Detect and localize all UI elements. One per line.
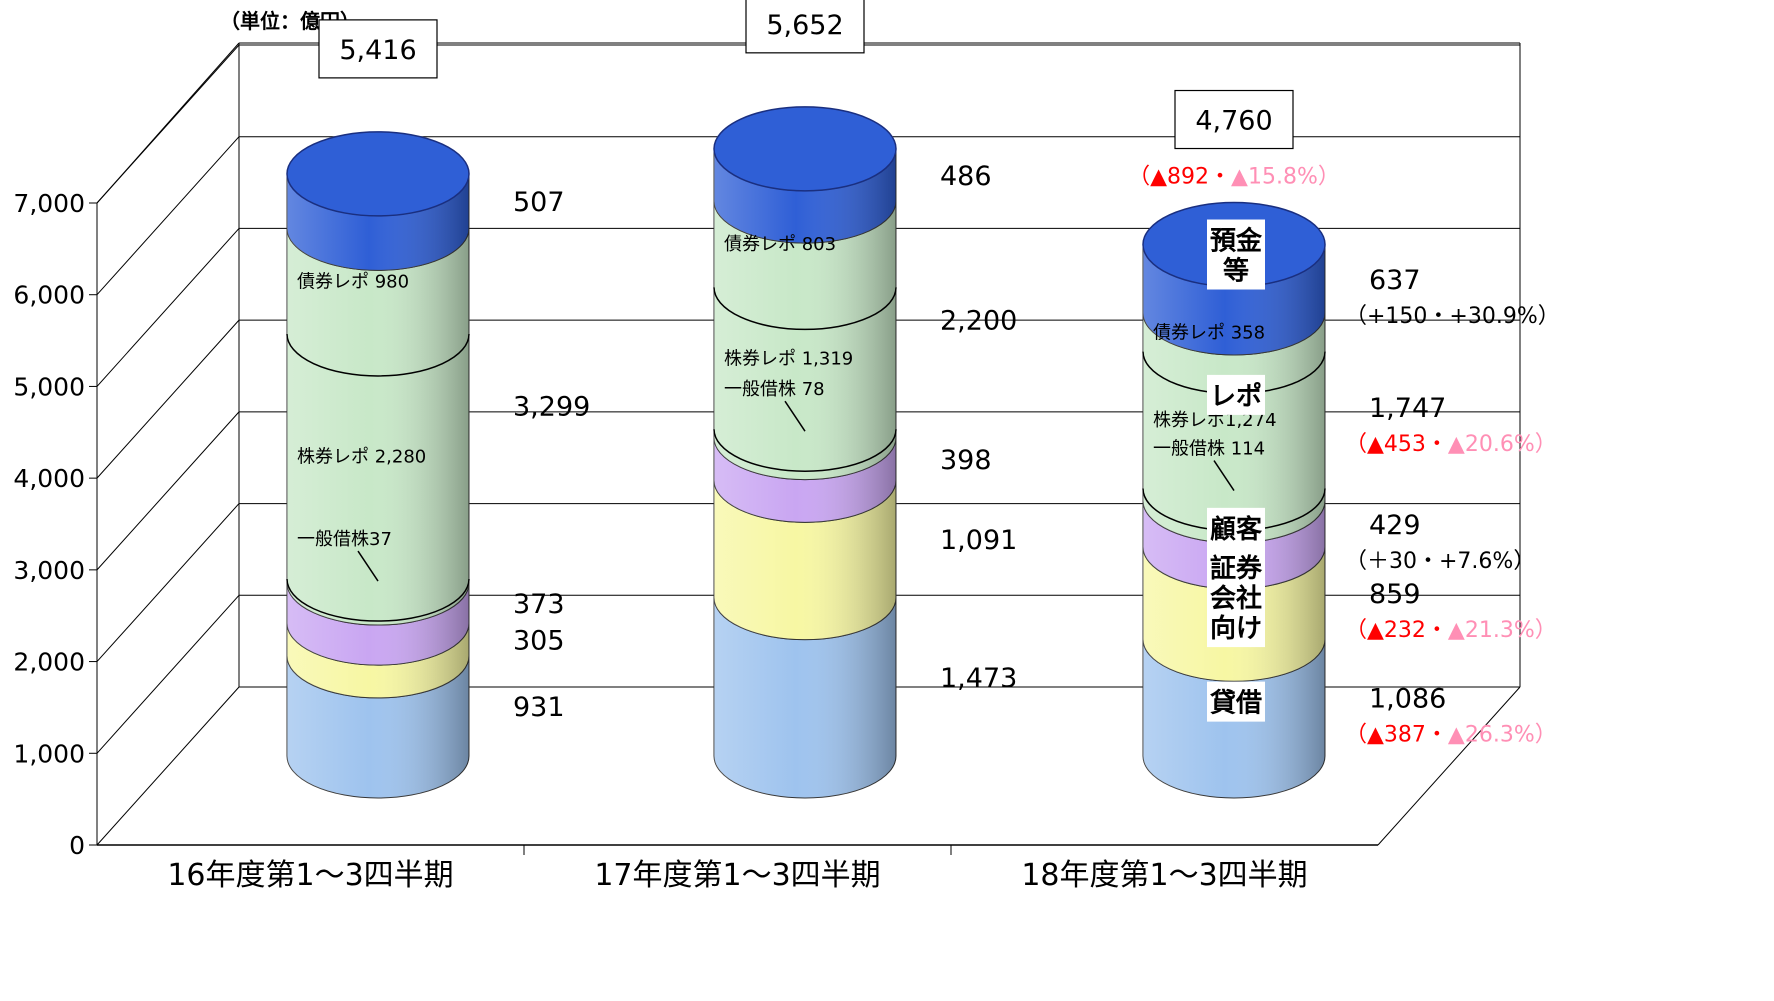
y-tick-label: 2,000 xyxy=(13,648,85,677)
side-gridline xyxy=(96,228,240,387)
segment-kashishaku-shade xyxy=(714,597,896,798)
x-tick-label: 17年度第1～3四半期 xyxy=(594,858,880,893)
pointer-arrow xyxy=(1213,460,1235,491)
value-label-shoken: 305 xyxy=(513,626,565,657)
y-tick-label: 4,000 xyxy=(13,464,85,493)
total-box xyxy=(1174,89,1294,150)
segment-yokin-shade xyxy=(287,173,469,271)
pointer-arrow xyxy=(357,550,379,582)
value-label-kashishaku: 1,086 xyxy=(1369,684,1446,715)
segment-yokin-shade xyxy=(714,148,896,244)
y-tick-label: 0 xyxy=(69,831,85,860)
value-label-shoken: 859 xyxy=(1369,579,1421,610)
legend-label-shoken: 会社 xyxy=(1210,583,1262,614)
value-label-repo: 2,200 xyxy=(940,305,1017,336)
total-change: （▲892・▲15.8%） xyxy=(1128,165,1340,190)
y-tick-label: 5,000 xyxy=(13,372,85,401)
cylinder-2 xyxy=(713,106,897,799)
floor-right-edge xyxy=(1377,686,1521,846)
legend-box-kokyaku xyxy=(1207,507,1265,548)
x-tick-label: 16年度第1～3四半期 xyxy=(167,858,453,893)
value-label-shoken: 1,091 xyxy=(940,525,1017,556)
side-gridline xyxy=(96,136,240,296)
sub-segment-label: 債券レポ 803 xyxy=(724,234,836,255)
side-gridline xyxy=(96,686,240,846)
value-labels: 5,416 5,652 4,760 （▲892・▲15.8%） 931 1,473 1,08… xyxy=(297,0,1560,748)
side-gridline xyxy=(96,411,240,571)
pointer-arrow xyxy=(784,400,806,432)
side-gridline xyxy=(96,594,240,754)
value-label-kokyaku: 398 xyxy=(940,445,992,476)
legend-box-kashishaku xyxy=(1207,681,1265,722)
total-label: 4,760 xyxy=(1195,106,1272,137)
sub-segment-label: 株券レポ1,274 xyxy=(1153,410,1277,431)
y-tick-label: 7,000 xyxy=(13,189,85,218)
sub-segment-label: 一般借株 78 xyxy=(724,379,825,400)
segment-shoken-shade xyxy=(714,480,896,640)
total-box xyxy=(745,0,865,54)
segment-yokin-shade xyxy=(1143,244,1325,355)
legend-label-kokyaku: 顧客 xyxy=(1210,514,1263,545)
x-tick-label: 18年度第1～3四半期 xyxy=(1021,858,1307,893)
change-label-kokyaku: （＋30・+7.6%） xyxy=(1345,549,1535,574)
sub-segment-boundary xyxy=(286,333,470,377)
sub-segment-label: 債券レポ 358 xyxy=(1153,322,1265,343)
value-label-repo: 1,747 xyxy=(1369,393,1446,424)
y-tick-label: 3,000 xyxy=(13,556,85,585)
sub-segment-label: 一般借株 114 xyxy=(1153,439,1265,460)
legend-label-kashishaku: 貸借 xyxy=(1209,688,1262,719)
change-label-repo: （▲453・▲20.6%） xyxy=(1345,432,1557,457)
value-label-kokyaku: 429 xyxy=(1369,510,1421,541)
total-label: 5,416 xyxy=(339,35,416,66)
segment-shoken-shade xyxy=(287,623,469,698)
sub-segment-boundary xyxy=(713,287,897,331)
y-tick-label: 1,000 xyxy=(13,739,85,768)
sub-segment-boundary xyxy=(286,579,470,622)
segment-kashishaku-shade xyxy=(287,655,469,798)
legend-box-repo xyxy=(1207,374,1265,415)
sub-segment-boundary xyxy=(713,429,897,472)
y-tick-label: 6,000 xyxy=(13,281,85,310)
side-gridline xyxy=(96,319,240,479)
segment-repo-shade xyxy=(714,201,896,480)
total-label: 5,652 xyxy=(766,10,843,41)
value-label-yokin: 507 xyxy=(513,187,565,218)
legend-label-shoken: 証券 xyxy=(1210,553,1263,584)
legend-box-yokin xyxy=(1207,219,1265,290)
legend-label-shoken: 向け xyxy=(1210,613,1262,644)
total-box xyxy=(318,19,438,79)
change-label-kashishaku: （▲387・▲26.3%） xyxy=(1345,723,1557,748)
sub-segment-label: 一般借株37 xyxy=(297,529,392,550)
legend-box-shoken xyxy=(1207,547,1265,648)
legend-label-yokin: 預金 xyxy=(1210,226,1263,257)
change-label-shoken: （▲232・▲21.3%） xyxy=(1345,618,1557,643)
value-label-yokin: 637 xyxy=(1369,265,1421,296)
side-top-edge xyxy=(96,42,240,204)
legend-label-repo: レポ xyxy=(1210,381,1262,412)
sub-segment-label: 株券レポ 2,280 xyxy=(297,447,426,468)
value-label-yokin: 486 xyxy=(940,161,992,192)
value-label-kashishaku: 1,473 xyxy=(940,663,1017,694)
segment-kokyaku-shade xyxy=(287,583,469,666)
side-gridline xyxy=(96,503,240,662)
value-label-kokyaku: 373 xyxy=(513,589,565,620)
value-label-repo: 3,299 xyxy=(513,392,590,423)
value-label-kashishaku: 931 xyxy=(513,692,565,723)
sub-segment-label: 債券レポ 980 xyxy=(297,271,409,292)
segment-repo-shade xyxy=(1143,312,1325,543)
cylinder-1 xyxy=(286,131,470,799)
cylinder-top xyxy=(286,131,470,217)
segment-repo-shade xyxy=(287,228,469,626)
cylinder-top xyxy=(713,106,897,192)
change-label-yokin: （+150・+30.9%） xyxy=(1345,304,1560,329)
sub-segment-label: 株券レポ 1,319 xyxy=(724,348,853,369)
legend-label-yokin: 等 xyxy=(1223,256,1249,287)
